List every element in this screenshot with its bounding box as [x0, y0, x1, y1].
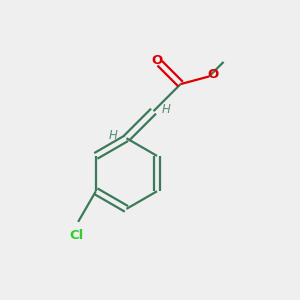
Text: H: H — [109, 129, 118, 142]
Text: O: O — [152, 54, 163, 67]
Text: Cl: Cl — [70, 229, 84, 242]
Text: O: O — [207, 68, 218, 81]
Text: H: H — [161, 103, 170, 116]
